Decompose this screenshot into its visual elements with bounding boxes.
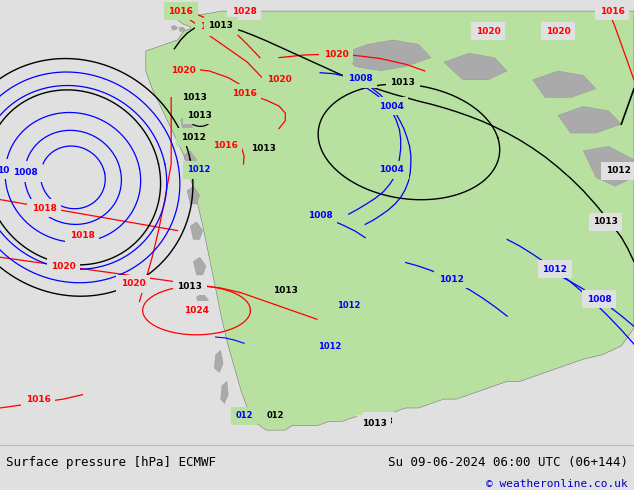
Text: © weatheronline.co.uk: © weatheronline.co.uk [486,479,628,490]
Text: 1000: 1000 [0,163,3,172]
Text: 1012: 1012 [606,166,631,175]
Text: 1020: 1020 [171,67,196,75]
Text: 1004: 1004 [0,166,22,175]
Text: 1016: 1016 [168,6,193,16]
Text: 1016: 1016 [231,89,257,98]
Polygon shape [190,221,203,240]
Polygon shape [187,186,200,204]
Text: 1018: 1018 [32,204,57,213]
Text: 1013: 1013 [178,282,202,291]
Text: 1012: 1012 [439,275,464,284]
Polygon shape [146,11,634,430]
Text: 1004: 1004 [378,102,404,111]
Text: 1008: 1008 [13,168,38,177]
Text: 1018: 1018 [70,230,95,240]
Text: 1016: 1016 [600,6,625,16]
Polygon shape [221,381,228,404]
Text: 1013: 1013 [368,417,393,426]
Text: Su 09-06-2024 06:00 UTC (06+144): Su 09-06-2024 06:00 UTC (06+144) [387,456,628,468]
Text: 012: 012 [235,412,253,420]
Text: 1020: 1020 [266,75,292,84]
Text: 1013: 1013 [250,144,276,152]
Text: 1016: 1016 [25,394,51,404]
Text: 1016: 1016 [212,141,238,150]
Text: 1013: 1013 [187,111,212,120]
Polygon shape [342,40,431,71]
Polygon shape [558,106,621,133]
Text: 1013: 1013 [390,77,415,87]
Text: 1028: 1028 [231,6,257,16]
Polygon shape [214,350,223,372]
Polygon shape [193,257,206,275]
Text: 1012: 1012 [187,165,210,174]
Text: 1013: 1013 [208,21,233,30]
Text: 012: 012 [267,412,285,420]
Text: 1020: 1020 [476,26,501,36]
Text: 1013: 1013 [182,93,207,102]
Text: 1013: 1013 [593,217,618,226]
Text: 1008: 1008 [347,74,373,83]
Text: 1024: 1024 [200,22,225,31]
Text: 1020: 1020 [323,49,349,59]
Text: 1013: 1013 [361,419,387,428]
Text: 1020: 1020 [545,26,571,36]
Polygon shape [533,71,596,98]
Text: 1004: 1004 [379,165,404,174]
Polygon shape [171,25,178,30]
Text: Surface pressure [hPa] ECMWF: Surface pressure [hPa] ECMWF [6,456,216,468]
Text: 1020: 1020 [120,279,146,288]
Polygon shape [444,53,507,80]
Text: 1012: 1012 [181,133,206,142]
Text: 1012: 1012 [318,343,341,351]
Polygon shape [179,27,185,31]
Polygon shape [583,147,634,186]
Text: 1020: 1020 [51,262,76,270]
Text: 1013: 1013 [273,286,298,294]
Text: 1008: 1008 [307,211,333,220]
Text: 1024: 1024 [184,306,209,315]
Polygon shape [181,115,193,133]
Text: 1008: 1008 [586,295,612,304]
Polygon shape [197,293,209,311]
Polygon shape [184,151,197,169]
Text: 1012: 1012 [606,166,631,175]
Text: 1012: 1012 [337,301,360,311]
Text: 1012: 1012 [542,265,567,274]
